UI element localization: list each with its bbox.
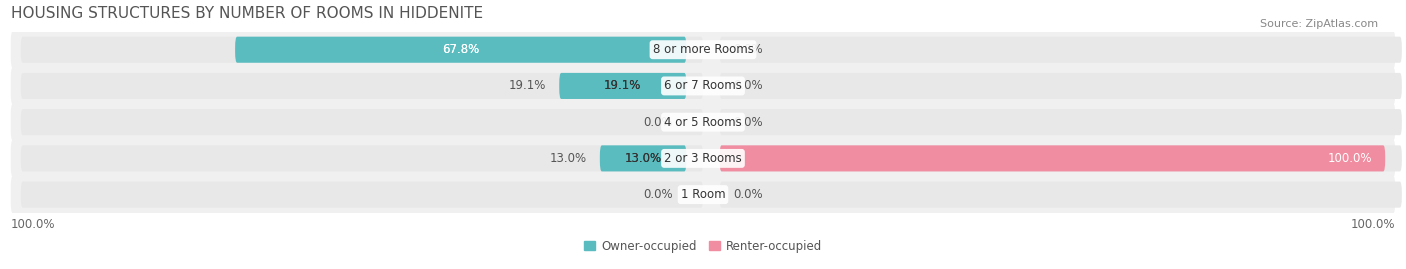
Text: 100.0%: 100.0%	[1351, 218, 1395, 231]
FancyBboxPatch shape	[720, 109, 1402, 135]
Text: 13.0%: 13.0%	[624, 152, 662, 165]
Text: 0.0%: 0.0%	[733, 79, 762, 93]
FancyBboxPatch shape	[720, 145, 1385, 171]
FancyBboxPatch shape	[720, 145, 1402, 171]
FancyBboxPatch shape	[720, 37, 1402, 63]
Text: HOUSING STRUCTURES BY NUMBER OF ROOMS IN HIDDENITE: HOUSING STRUCTURES BY NUMBER OF ROOMS IN…	[11, 6, 482, 21]
FancyBboxPatch shape	[560, 73, 686, 99]
Text: 13.0%: 13.0%	[550, 152, 586, 165]
Text: 0.0%: 0.0%	[733, 116, 762, 129]
Text: 0.0%: 0.0%	[644, 188, 673, 201]
Text: 0.0%: 0.0%	[733, 43, 762, 56]
FancyBboxPatch shape	[600, 145, 686, 171]
Text: 67.8%: 67.8%	[441, 43, 479, 56]
FancyBboxPatch shape	[11, 31, 1395, 68]
FancyBboxPatch shape	[720, 73, 1402, 99]
FancyBboxPatch shape	[11, 104, 1395, 141]
Text: Source: ZipAtlas.com: Source: ZipAtlas.com	[1260, 19, 1378, 29]
Text: 100.0%: 100.0%	[1327, 152, 1372, 165]
FancyBboxPatch shape	[21, 109, 703, 135]
Text: 19.1%: 19.1%	[509, 79, 546, 93]
FancyBboxPatch shape	[11, 68, 1395, 104]
FancyBboxPatch shape	[21, 73, 703, 99]
FancyBboxPatch shape	[21, 145, 703, 171]
Text: 0.0%: 0.0%	[644, 116, 673, 129]
FancyBboxPatch shape	[21, 37, 703, 63]
FancyBboxPatch shape	[21, 182, 703, 208]
FancyBboxPatch shape	[235, 37, 686, 63]
Text: 19.1%: 19.1%	[605, 79, 641, 93]
Text: 19.1%: 19.1%	[605, 79, 641, 93]
FancyBboxPatch shape	[11, 140, 1395, 177]
FancyBboxPatch shape	[11, 176, 1395, 213]
Text: 6 or 7 Rooms: 6 or 7 Rooms	[664, 79, 742, 93]
Legend: Owner-occupied, Renter-occupied: Owner-occupied, Renter-occupied	[579, 235, 827, 257]
Text: 1 Room: 1 Room	[681, 188, 725, 201]
Text: 100.0%: 100.0%	[11, 218, 55, 231]
FancyBboxPatch shape	[720, 182, 1402, 208]
Text: 4 or 5 Rooms: 4 or 5 Rooms	[664, 116, 742, 129]
Text: 67.8%: 67.8%	[441, 43, 479, 56]
Text: 13.0%: 13.0%	[624, 152, 662, 165]
Text: 8 or more Rooms: 8 or more Rooms	[652, 43, 754, 56]
Text: 2 or 3 Rooms: 2 or 3 Rooms	[664, 152, 742, 165]
Text: 0.0%: 0.0%	[733, 188, 762, 201]
